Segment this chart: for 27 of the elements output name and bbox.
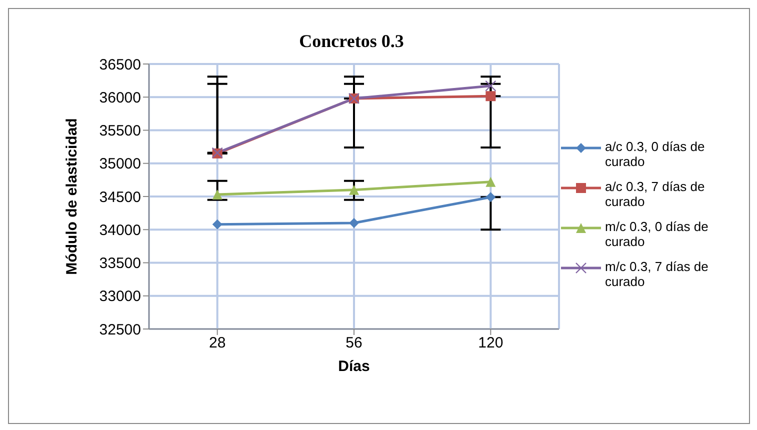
point bbox=[486, 176, 496, 187]
legend-label: m/c 0.3, 0 días de curado bbox=[605, 219, 710, 249]
y-axis-title: Módulo de elasticidad bbox=[63, 118, 80, 275]
y-tick-label: 32500 bbox=[99, 321, 141, 338]
y-tick-label: 33500 bbox=[99, 255, 141, 272]
x-tick-label: 56 bbox=[346, 334, 362, 352]
chart-title: Concretos 0.3 bbox=[298, 31, 405, 52]
x-axis-title: Días bbox=[338, 358, 370, 375]
y-tick-label: 36500 bbox=[99, 56, 141, 74]
point bbox=[486, 192, 496, 202]
x-tick-label: 120 bbox=[478, 334, 504, 352]
point bbox=[486, 91, 496, 102]
point bbox=[212, 219, 222, 230]
y-tick-label: 34500 bbox=[99, 188, 141, 206]
legend-label: m/c 0.3, 7 días de curado bbox=[605, 259, 710, 289]
point bbox=[212, 190, 222, 200]
point bbox=[349, 218, 359, 228]
y-tick-label: 36000 bbox=[99, 89, 141, 106]
legend-label: a/c 0.3, 7 días de curado bbox=[605, 179, 706, 209]
legend-label: a/c 0.3, 0 días de curado bbox=[605, 139, 706, 169]
point bbox=[349, 184, 359, 195]
y-tick-label: 33000 bbox=[99, 288, 141, 306]
point bbox=[485, 80, 496, 92]
y-tick-label: 34000 bbox=[99, 222, 141, 239]
y-tick-label: 35500 bbox=[99, 122, 141, 140]
y-tick-label: 35000 bbox=[99, 156, 141, 173]
x-tick-label: 28 bbox=[208, 334, 226, 352]
